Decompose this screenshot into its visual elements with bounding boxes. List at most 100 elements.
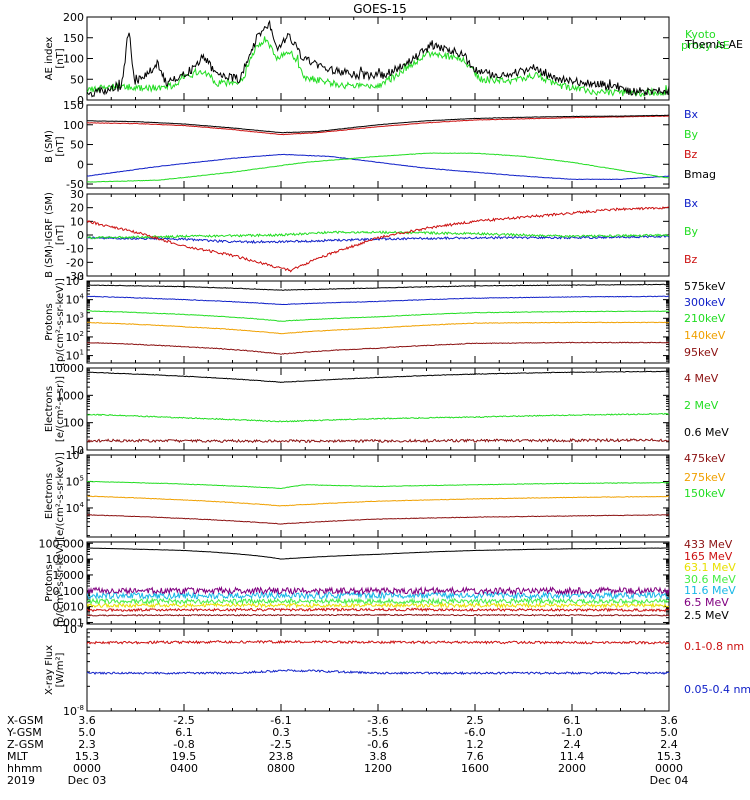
series-line-150kev [87, 480, 669, 490]
legend-label: 95keV [684, 346, 719, 359]
y-tick-label: -10 [66, 243, 84, 256]
y-axis-label: [p/(cm²-s-sr-keV)] [55, 539, 66, 627]
series-line-0-05-0-4-nm [87, 669, 669, 676]
x-tick-label: 6.1 [563, 714, 581, 727]
series-line-275kev [87, 495, 669, 507]
year-label: 2019 [7, 774, 35, 787]
series-line-kyoto-proxy-ae [87, 36, 669, 98]
x-tick-label: 1600 [461, 762, 489, 775]
legend-label: 300keV [684, 296, 726, 309]
y-tick-label: 30 [70, 188, 84, 201]
x-tick-label: 15.3 [657, 750, 682, 763]
x-row-label: Z-GSM [7, 738, 44, 751]
legend-label: 275keV [684, 471, 726, 484]
legend-label: By [684, 225, 699, 238]
y-tick-label: -20 [66, 256, 84, 269]
x-tick-label: 2.3 [78, 738, 96, 751]
legend-label: 0.05-0.4 nm [684, 683, 750, 696]
y-axis-label: Protons [44, 564, 55, 601]
x-tick-label: -0.8 [173, 738, 194, 751]
panel-frame [86, 193, 670, 277]
legend-label: 140keV [684, 329, 726, 342]
legend-label: 30.6 MeV [684, 573, 736, 586]
series-line-2-5-mev [87, 547, 669, 560]
legend-label: 11.6 MeV [684, 584, 736, 597]
x-tick-label: 7.6 [466, 750, 484, 763]
x-tick-label: -2.5 [173, 714, 194, 727]
y-tick-label: 1000 [56, 389, 84, 402]
y-tick-label: 101 [66, 349, 84, 363]
legend-label: Kyoto proxy AE [681, 28, 730, 52]
y-axis-label: Electrons [44, 386, 55, 432]
legend-label: 475keV [684, 452, 726, 465]
y-tick-label: 10-7 [63, 622, 84, 636]
x-tick-label: 0400 [170, 762, 198, 775]
series-group [87, 19, 669, 98]
y-tick-label: 10000 [49, 362, 84, 375]
legend-label: Bx [684, 197, 699, 210]
x-row-label: hhmm [7, 762, 42, 775]
legend-label: 210keV [684, 312, 726, 325]
x-tick-label: 15.3 [75, 750, 100, 763]
x-tick-label: 5.0 [78, 726, 96, 739]
y-tick-label: 104 [66, 293, 85, 307]
y-axis-label: [W/m²] [55, 652, 66, 687]
panel-ae: 0 50 100 150 200 AE index [nT] Kyoto proxy AEThe… [44, 11, 743, 107]
series-group [87, 114, 669, 183]
legend-label: 6.5 MeV [684, 596, 729, 609]
y-tick-label: 150 [63, 32, 84, 45]
legend-label: Bx [684, 108, 699, 121]
y-tick-label: 104 [66, 501, 85, 515]
series-group [87, 639, 669, 676]
x-tick-label: -3.6 [367, 714, 388, 727]
y-tick-label: 105 [66, 474, 84, 488]
panel-hep: 0.001 0.010 0.100 1.000 10.000 100.000 Protons… [39, 537, 737, 629]
y-tick-label: 10 [70, 215, 84, 228]
y-tick-label: -30 [66, 270, 84, 283]
y-axis-label: [nT] [55, 136, 66, 156]
series-group [87, 283, 669, 355]
x-tick-label: 3.8 [369, 750, 387, 763]
panel-xray: 10-810-7X-ray Flux [W/m²]0.1-0.8 nm0.05-0… [44, 622, 750, 718]
x-tick-label: 0800 [267, 762, 295, 775]
y-tick-label: 10.000 [46, 553, 85, 566]
panel-pflux: 101 102 103 104 105 Protons [p/(cm²-s-sr-keV)]… [44, 274, 726, 366]
y-tick-label: 150 [63, 99, 84, 112]
series-line-bz [87, 115, 669, 136]
x-axis-table: X-GSM 3.6 -2.5 -6.1 -3.6 2.5 6.1 3.6 Y-GSM 5.0 6.1… [6, 714, 688, 787]
panel-frame [86, 367, 670, 451]
series-line-30-6-mev [87, 596, 669, 606]
series-line-2-mev [87, 412, 669, 423]
y-tick-label: 105 [66, 274, 84, 288]
y-axis-label: [e/(cm²-s-sr-keV)] [55, 452, 66, 540]
y-axis-label: [nT] [55, 225, 66, 245]
y-tick-label: 0 [77, 94, 84, 107]
x-tick-label: 2.4 [563, 738, 581, 751]
x-row-label: MLT [7, 750, 28, 763]
x-tick-label: -6.0 [464, 726, 485, 739]
series-group [87, 206, 669, 273]
series-line-0-1-0-8-nm [87, 639, 669, 645]
series-group [87, 547, 669, 617]
y-tick-label: 100 [63, 417, 84, 430]
y-tick-label: 100 [63, 53, 84, 66]
series-line-by [87, 230, 669, 240]
y-axis-label: B (SM)-IGRF (SM) [44, 192, 55, 278]
series-line-165-mev [87, 607, 669, 613]
series-group [87, 480, 669, 525]
series-line-bmag [87, 114, 669, 134]
series-line-140kev [87, 321, 669, 335]
series-line-6-5-mev [87, 585, 669, 596]
legend-label: 2.5 MeV [684, 609, 729, 622]
legend-label: 0.1-0.8 nm [684, 640, 744, 653]
y-tick-label: -50 [66, 178, 84, 191]
panel-eflux: 10 100 1000 10000 Electrons [e/(cm²-s-sr)] 4 M… [44, 362, 729, 457]
panel-frame [86, 454, 670, 538]
x-tick-label: -6.1 [270, 714, 291, 727]
legend-label: 575keV [684, 280, 726, 293]
y-tick-label: 0.010 [53, 601, 85, 614]
legend-label: Bmag [684, 168, 716, 181]
